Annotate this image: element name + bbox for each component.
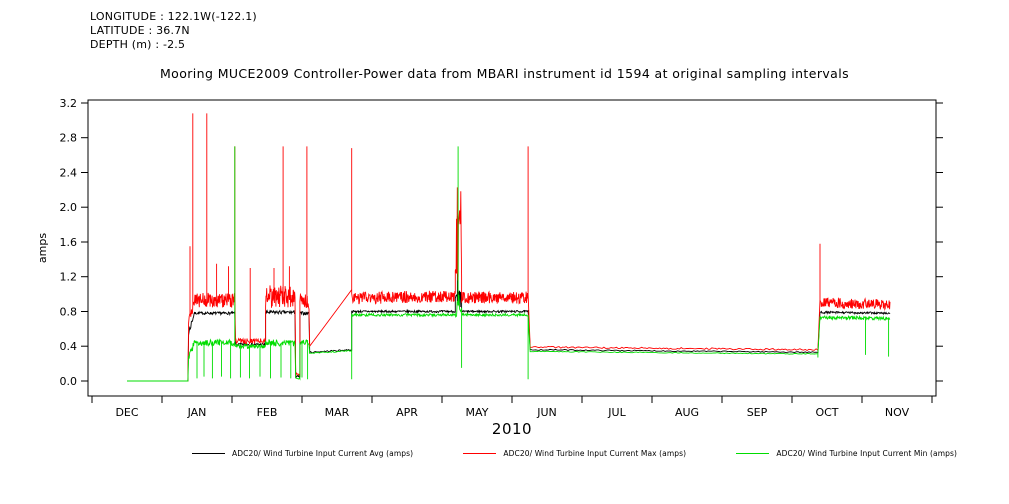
x-tick-label: DEC [115, 406, 138, 419]
x-tick-label: FEB [257, 406, 278, 419]
x-tick-label: SEP [747, 406, 768, 419]
chart-title: Mooring MUCE2009 Controller-Power data f… [159, 66, 850, 81]
legend-max-line-icon [463, 453, 497, 454]
legend-item-avg: ADC20/ Wind Turbine Input Current Avg (a… [192, 449, 413, 458]
y-tick-label: 0.8 [60, 306, 78, 319]
header-latitude: LATITUDE : 36.7N [90, 24, 190, 37]
y-tick-label: 0.4 [60, 340, 78, 353]
x-tick-label: JUN [536, 406, 557, 419]
chart-legend: ADC20/ Wind Turbine Input Current Avg (a… [192, 449, 957, 458]
y-tick-label: 1.6 [60, 236, 78, 249]
legend-item-min: ADC20/ Wind Turbine Input Current Min (a… [736, 449, 957, 458]
x-tick-label: JUL [607, 406, 626, 419]
x-axis-year-label: 2010 [491, 420, 533, 438]
header-depth: DEPTH (m) : -2.5 [90, 38, 186, 51]
x-tick-label: OCT [815, 406, 838, 419]
x-tick-label: APR [396, 406, 418, 419]
data-series [127, 113, 891, 382]
legend-avg-line-icon [192, 453, 225, 454]
header-longitude: LONGITUDE : 122.1W(-122.1) [90, 10, 257, 23]
x-tick-label: MAY [466, 406, 489, 419]
legend-item-max: ADC20/ Wind Turbine Input Current Max (a… [463, 449, 686, 458]
x-tick-label: AUG [675, 406, 699, 419]
header-block: LONGITUDE : 122.1W(-122.1) LATITUDE : 36… [90, 10, 257, 52]
y-axis-title: amps [36, 233, 49, 263]
x-tick-label: JAN [187, 406, 207, 419]
legend-min-label: ADC20/ Wind Turbine Input Current Min (a… [776, 449, 957, 458]
legend-max-label: ADC20/ Wind Turbine Input Current Max (a… [503, 449, 687, 458]
axes [81, 99, 943, 403]
y-tick-label: 2.4 [60, 167, 78, 180]
y-tick-label: 0.0 [60, 375, 78, 388]
legend-min-line-icon [736, 453, 770, 454]
y-tick-label: 1.2 [60, 271, 78, 284]
legend-avg-label: ADC20/ Wind Turbine Input Current Avg (a… [232, 449, 414, 458]
x-tick-label: NOV [885, 406, 910, 419]
series-line-2 [127, 146, 891, 382]
y-tick-label: 2.0 [60, 201, 78, 214]
axis-labels: 0.0 0.4 0.8 1.2 1.6 2.0 2.4 2.8 3.2 DEC JAN FEB MAR A… [36, 97, 910, 419]
series-line-1 [127, 113, 891, 382]
y-tick-label: 3.2 [60, 97, 78, 110]
series-line-0 [127, 215, 891, 382]
x-tick-label: MAR [325, 406, 350, 419]
y-tick-label: 2.8 [60, 132, 78, 145]
